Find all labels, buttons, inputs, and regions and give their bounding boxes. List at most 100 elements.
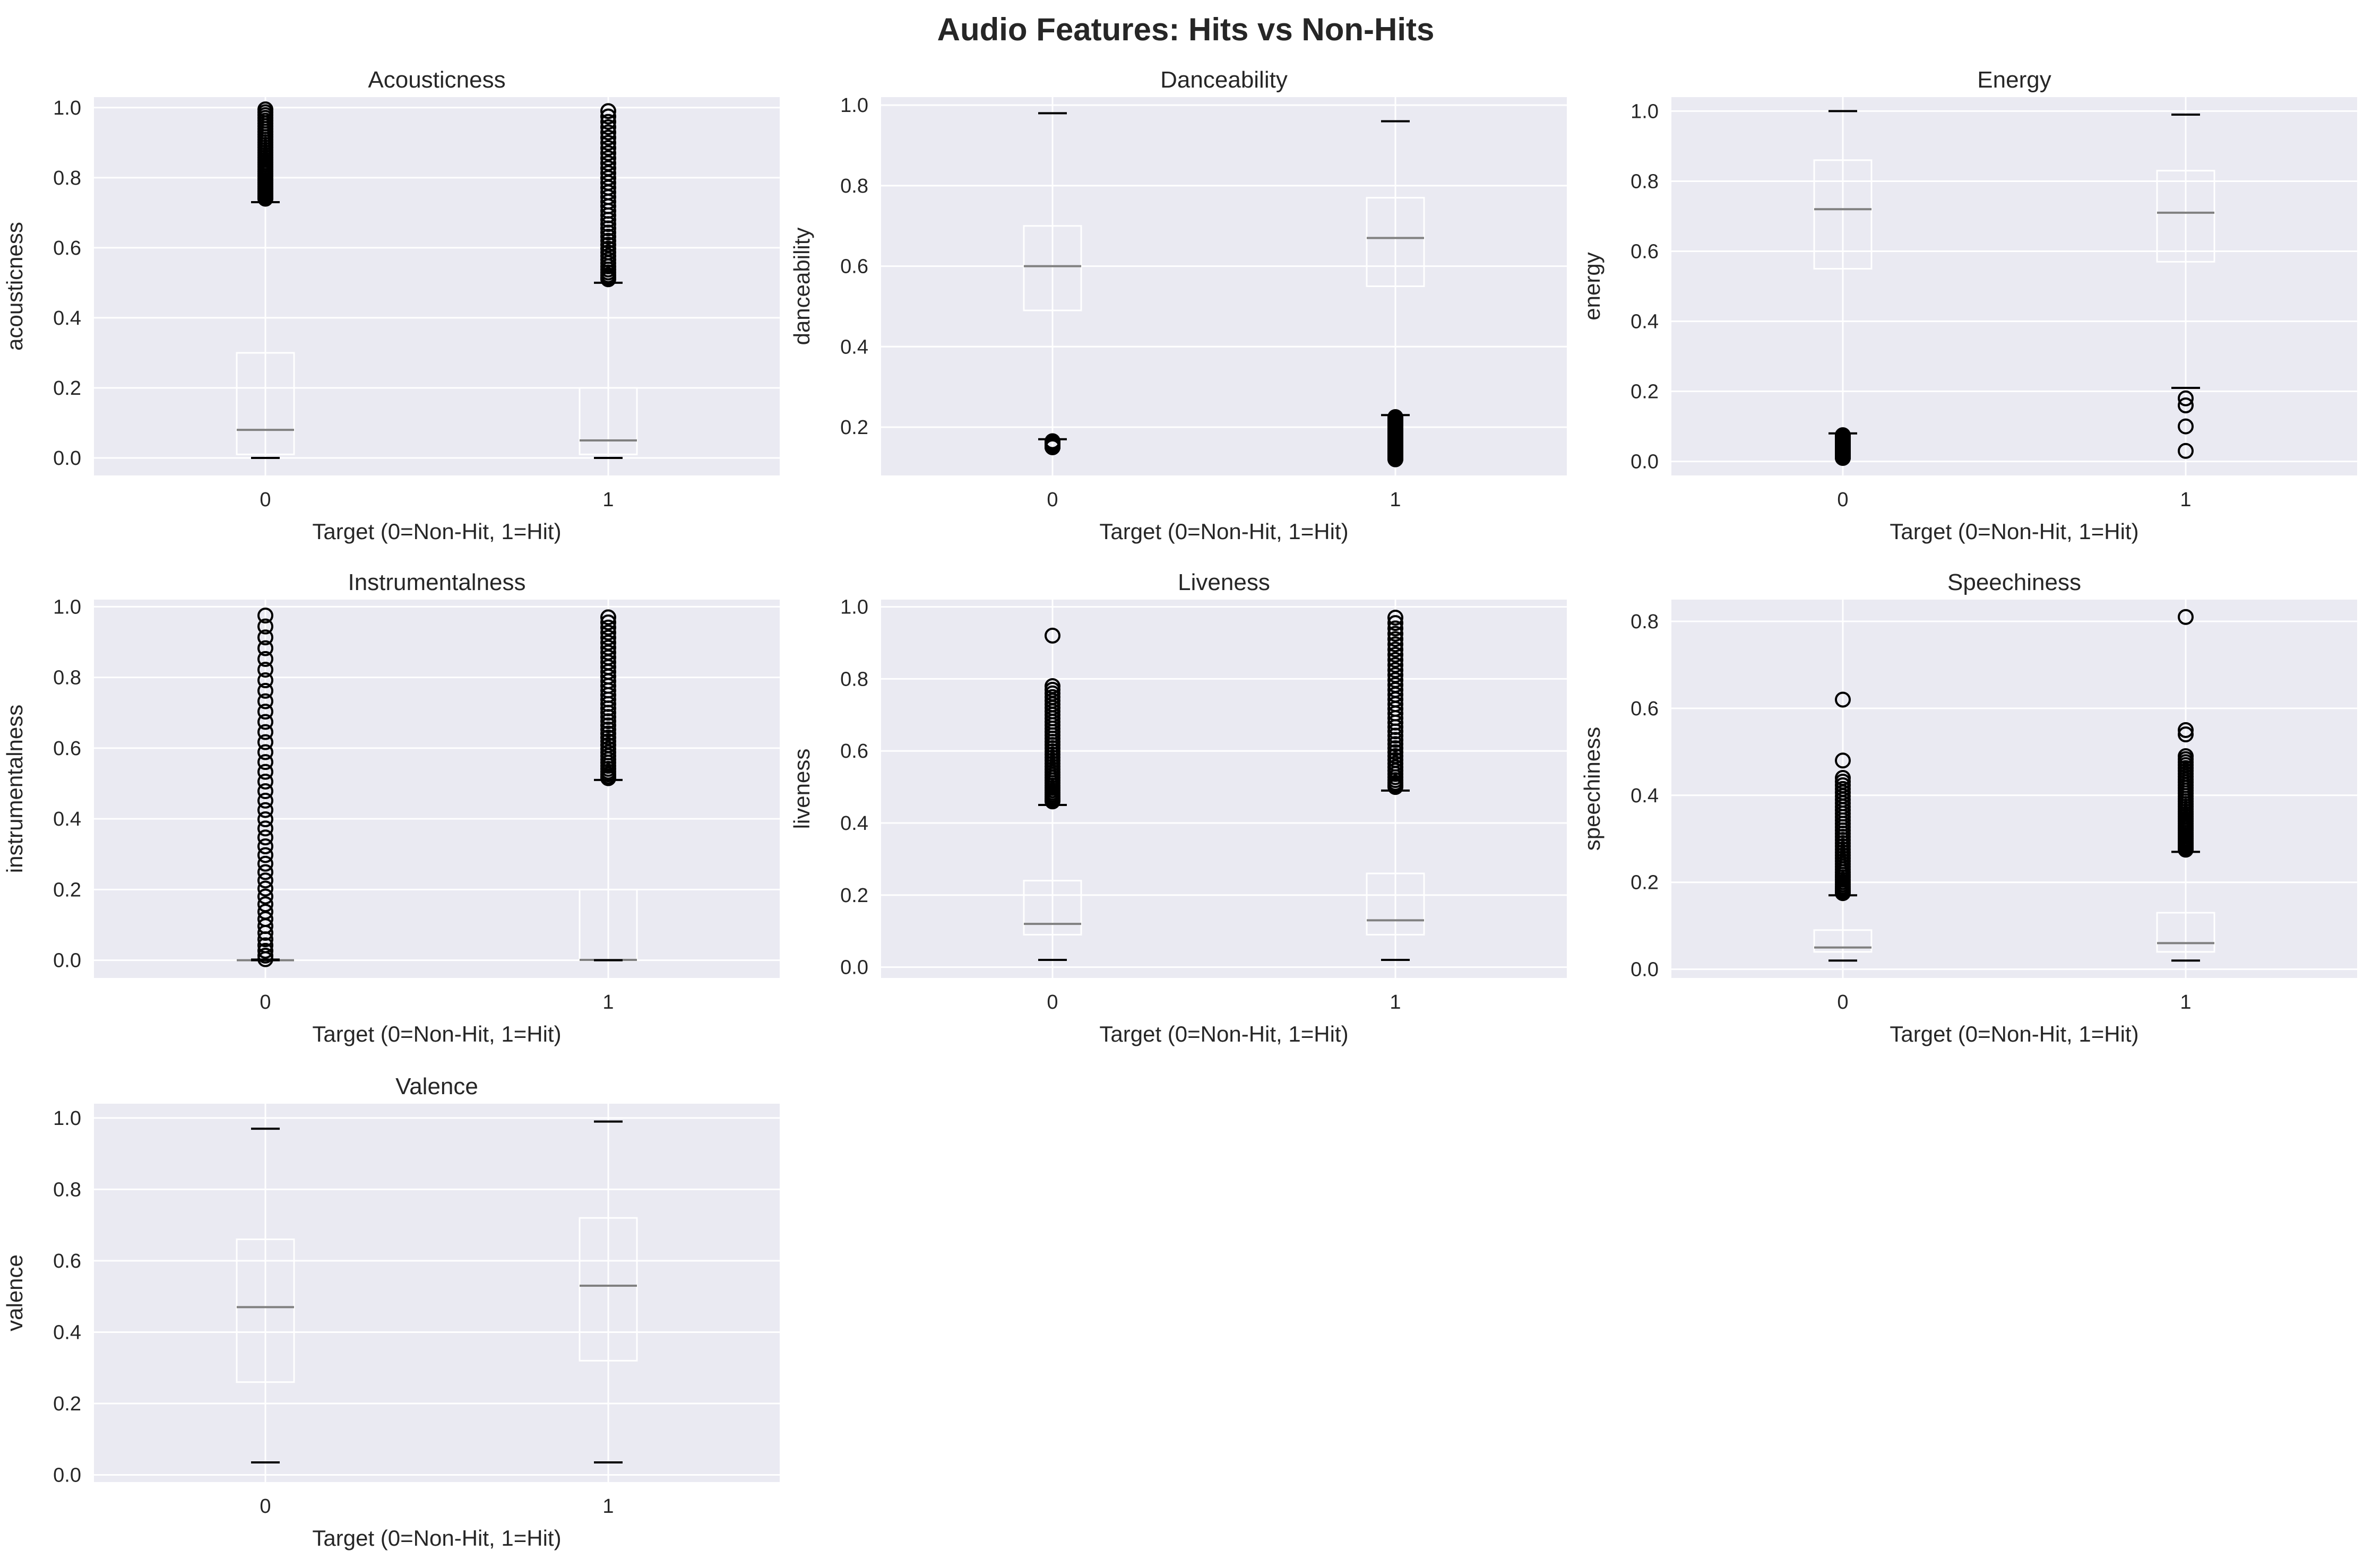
- flier-point: [1387, 662, 1403, 678]
- flier-point: [600, 635, 616, 651]
- flier-point: [600, 155, 616, 171]
- flier-point: [600, 119, 616, 135]
- y-tick-label: 0.2: [53, 377, 81, 400]
- flier-point: [600, 229, 616, 245]
- y-axis-label: speechiness: [1580, 727, 1605, 851]
- y-tick-label: 0.0: [840, 957, 868, 979]
- box-iqr: [1023, 880, 1082, 936]
- box-iqr: [1366, 872, 1425, 936]
- plot-area: [881, 600, 1567, 978]
- x-tick-label: 0: [1837, 489, 1848, 511]
- flier-point: [1387, 615, 1403, 631]
- y-tick-label: 0.2: [53, 1393, 81, 1415]
- y-tick-label: 0.4: [840, 812, 868, 835]
- flier-point: [1387, 672, 1403, 688]
- box-0: [236, 607, 295, 967]
- flier-point: [2178, 609, 2194, 625]
- flier-point: [1387, 657, 1403, 673]
- flier-point: [1835, 752, 1851, 769]
- flier-point: [600, 717, 616, 733]
- flier-point: [1387, 677, 1403, 693]
- panel-title: Danceability: [1160, 67, 1288, 93]
- flier-point: [257, 754, 273, 770]
- panel-title: Acousticness: [368, 67, 505, 93]
- flier-point: [600, 124, 616, 141]
- flier-point: [1045, 678, 1060, 694]
- panel-danceability: 0.2 0.4 0.6 0.8 1.0 0 1 Danceability Target (0=N…: [789, 67, 1567, 544]
- y-tick-label: 0.6: [53, 237, 81, 259]
- flier-point: [1387, 620, 1403, 637]
- box-iqr: [236, 352, 295, 455]
- flier-point: [257, 714, 273, 730]
- y-tick-label: 0.6: [1631, 240, 1659, 263]
- flier-point: [600, 619, 616, 636]
- box-0: [1813, 110, 1873, 466]
- plot-area: [94, 97, 780, 475]
- y-tick-label: 0.2: [840, 885, 868, 907]
- x-tick-label: 0: [1047, 991, 1058, 1013]
- panel-title: Instrumentalness: [348, 569, 525, 595]
- flier-point: [600, 237, 616, 253]
- plot-area: [1671, 600, 2357, 978]
- box-1: [1366, 120, 1425, 467]
- y-tick-label: 0.8: [1631, 170, 1659, 193]
- box-iqr: [1813, 929, 1873, 953]
- flier-point: [600, 721, 616, 738]
- y-tick-label: 0.8: [1631, 611, 1659, 633]
- y-axis-label: acousticness: [2, 222, 27, 351]
- y-tick-label: 0.0: [53, 447, 81, 470]
- flier-point: [257, 744, 273, 760]
- box-0: [1813, 691, 1873, 962]
- panel-speechiness: 0.0 0.2 0.4 0.6 0.8 0 1 Speechiness Target (0=No…: [1580, 569, 2357, 1046]
- box-iqr: [579, 1217, 638, 1362]
- panel-instrumentalness: 0.0 0.2 0.4 0.6 0.8 1.0 0 1 Instrumentalness Targ…: [2, 569, 780, 1046]
- flier-point: [257, 864, 273, 880]
- flier-point: [2178, 443, 2194, 459]
- flier-point: [257, 896, 273, 913]
- x-axis-label: Target (0=Non-Hit, 1=Hit): [1890, 519, 2138, 544]
- flier-point: [600, 135, 616, 151]
- y-tick-label: 0.8: [840, 175, 868, 197]
- y-axis-label: instrumentalness: [2, 705, 27, 873]
- flier-point: [1387, 636, 1403, 653]
- flier-point: [600, 644, 616, 661]
- x-tick-label: 1: [602, 1495, 614, 1518]
- flier-point: [1387, 631, 1403, 647]
- x-tick-label: 0: [260, 489, 271, 511]
- flier-point: [600, 614, 616, 631]
- flier-point: [1835, 691, 1851, 708]
- y-tick-label: 0.2: [53, 879, 81, 901]
- flier-point: [257, 792, 273, 809]
- flier-point: [1045, 627, 1060, 644]
- flier-point: [257, 948, 273, 964]
- flier-point: [257, 802, 273, 818]
- box-iqr: [1813, 159, 1873, 270]
- flier-point: [600, 725, 616, 742]
- box-1: [2156, 114, 2215, 459]
- x-axis-label: Target (0=Non-Hit, 1=Hit): [1099, 519, 1348, 544]
- y-tick-label: 0.2: [1631, 872, 1659, 894]
- flier-point: [257, 651, 273, 667]
- x-tick-label: 1: [2180, 489, 2191, 511]
- y-tick-label: 0.8: [53, 167, 81, 189]
- flier-point: [257, 829, 273, 846]
- y-tick-label: 0.8: [53, 1179, 81, 1201]
- flier-point: [1387, 667, 1403, 683]
- plot-area: [881, 97, 1567, 475]
- y-tick-label: 0.6: [840, 740, 868, 763]
- figure-title: Audio Features: Hits vs Non-Hits: [937, 12, 1435, 47]
- x-tick-label: 0: [260, 1495, 271, 1518]
- panel-title: Valence: [395, 1073, 478, 1099]
- box-1: [1366, 609, 1425, 961]
- flier-point: [1387, 736, 1403, 752]
- flier-point: [257, 811, 273, 828]
- y-tick-label: 0.4: [840, 336, 868, 358]
- y-tick-label: 0.8: [840, 668, 868, 690]
- flier-point: [257, 764, 273, 780]
- flier-point: [257, 724, 273, 740]
- flier-point: [1045, 433, 1060, 449]
- box-iqr: [236, 1238, 295, 1383]
- y-tick-label: 0.4: [53, 808, 81, 830]
- y-tick-label: 0.2: [1631, 381, 1659, 403]
